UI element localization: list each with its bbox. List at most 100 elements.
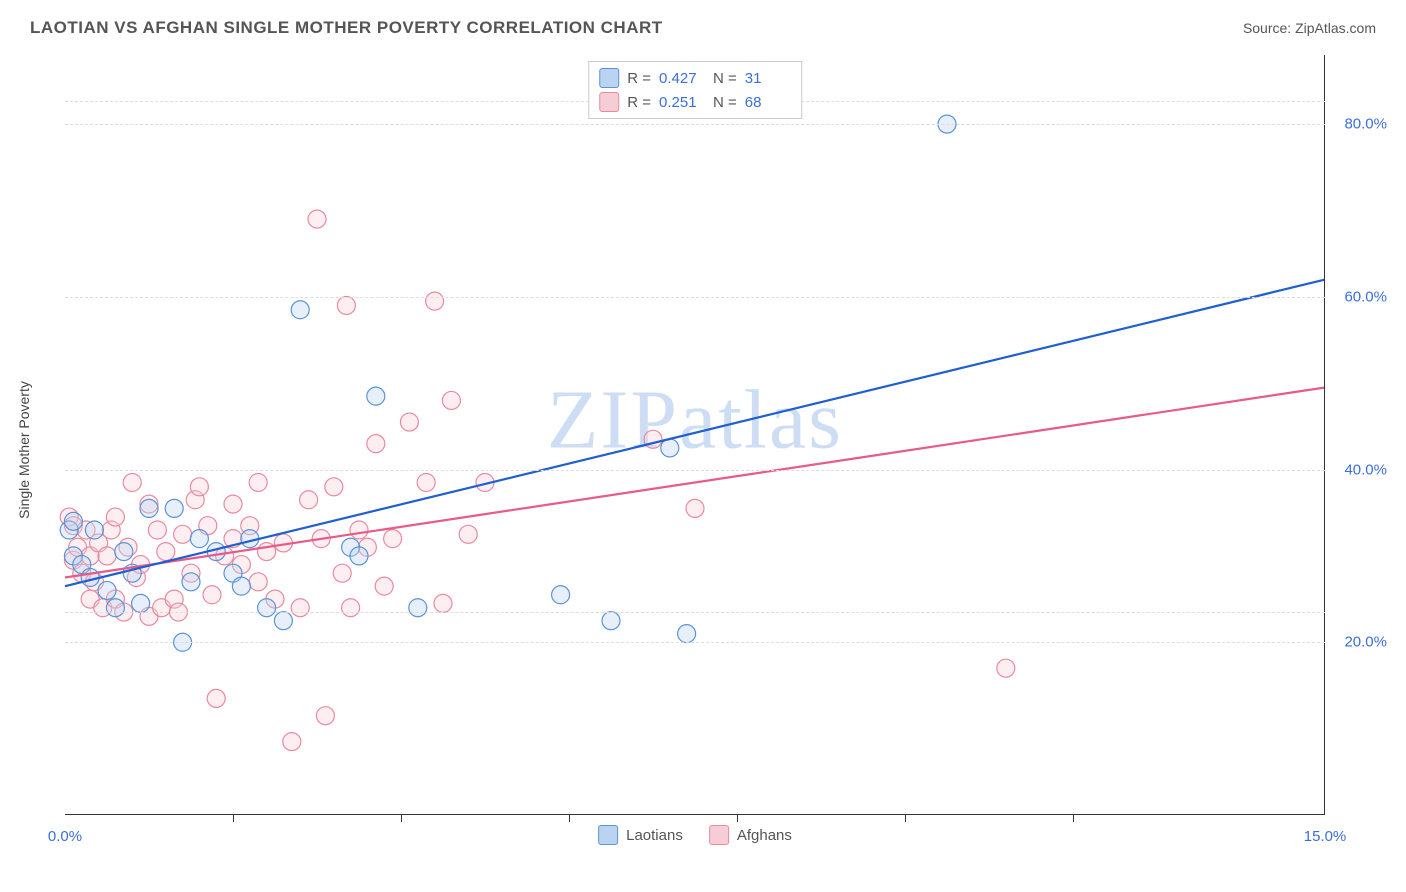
scatter-point [182,573,200,591]
x-tick-label: 15.0% [1304,828,1347,845]
scatter-point [174,525,192,543]
y-tick-label: 20.0% [1344,634,1387,651]
scatter-point [325,478,343,496]
scatter-point [686,499,704,517]
x-tick [569,815,570,822]
x-tick [233,815,234,822]
scatter-point [157,543,175,561]
scatter-point [64,512,82,530]
legend-label-afghans: Afghans [737,827,792,844]
scatter-point [434,594,452,612]
x-tick-label: 0.0% [48,828,82,845]
scatter-point [106,599,124,617]
plot-area: ZIPatlas R = 0.427 N = 31 R = 0.251 N = … [65,55,1325,815]
correlation-legend: R = 0.427 N = 31 R = 0.251 N = 68 [588,61,802,119]
gridline [65,612,1325,613]
scatter-point [165,499,183,517]
scatter-point [224,495,242,513]
scatter-point [190,478,208,496]
scatter-point [123,474,141,492]
scatter-point [98,547,116,565]
scatter-point [459,525,477,543]
legend-r-label: R = [627,94,651,111]
scatter-point [552,586,570,604]
scatter-point [132,594,150,612]
scatter-point [342,599,360,617]
y-axis-label: Single Mother Poverty [16,381,32,519]
x-tick [401,815,402,822]
y-tick-label: 60.0% [1344,288,1387,305]
scatter-point [274,612,292,630]
y-tick-label: 40.0% [1344,461,1387,478]
scatter-point [283,733,301,751]
scatter-point [98,581,116,599]
chart-container: Single Mother Poverty ZIPatlas R = 0.427… [30,55,1380,845]
scatter-point [203,586,221,604]
scatter-point [308,210,326,228]
legend-r-label: R = [627,70,651,87]
scatter-point [426,292,444,310]
scatter-point [85,521,103,539]
legend-r-value-laotians: 0.427 [659,70,705,87]
x-tick [1073,815,1074,822]
swatch-laotians [598,825,618,845]
scatter-point [678,625,696,643]
legend-row-laotians: R = 0.427 N = 31 [599,66,791,90]
gridline [65,124,1325,125]
scatter-point [350,547,368,565]
x-tick [905,815,906,822]
y-tick-label: 80.0% [1344,116,1387,133]
chart-header: LAOTIAN VS AFGHAN SINGLE MOTHER POVERTY … [0,0,1406,48]
trend-line [65,280,1325,587]
gridline [65,642,1325,643]
gridline [65,470,1325,471]
x-axis-line [65,814,1325,815]
x-tick [737,815,738,822]
scatter-point [249,573,267,591]
scatter-point [333,564,351,582]
scatter-point [140,499,158,517]
scatter-point [661,439,679,457]
legend-row-afghans: R = 0.251 N = 68 [599,90,791,114]
scatter-point [258,599,276,617]
scatter-point [300,491,318,509]
legend-item-afghans: Afghans [709,825,792,845]
legend-n-label: N = [713,94,737,111]
series-legend: Laotians Afghans [598,825,792,845]
scatter-point [232,577,250,595]
scatter-point [384,530,402,548]
legend-r-value-afghans: 0.251 [659,94,705,111]
scatter-point [148,521,166,539]
legend-n-label: N = [713,70,737,87]
scatter-point [316,707,334,725]
y-axis-line-right [1324,55,1325,815]
plot-svg [65,55,1325,815]
swatch-afghans [599,92,619,112]
legend-label-laotians: Laotians [626,827,683,844]
swatch-afghans [709,825,729,845]
scatter-point [409,599,427,617]
scatter-point [106,508,124,526]
scatter-point [417,474,435,492]
scatter-point [602,612,620,630]
scatter-point [291,599,309,617]
chart-title: LAOTIAN VS AFGHAN SINGLE MOTHER POVERTY … [30,18,663,38]
scatter-point [115,543,133,561]
scatter-point [375,577,393,595]
scatter-point [190,530,208,548]
gridline [65,297,1325,298]
scatter-point [997,659,1015,677]
scatter-point [207,689,225,707]
swatch-laotians [599,68,619,88]
legend-n-value-laotians: 31 [745,70,791,87]
scatter-point [249,474,267,492]
scatter-point [442,391,460,409]
chart-source: Source: ZipAtlas.com [1243,20,1376,36]
legend-n-value-afghans: 68 [745,94,791,111]
scatter-point [291,301,309,319]
scatter-point [367,435,385,453]
scatter-point [350,521,368,539]
scatter-point [367,387,385,405]
scatter-point [400,413,418,431]
legend-item-laotians: Laotians [598,825,683,845]
